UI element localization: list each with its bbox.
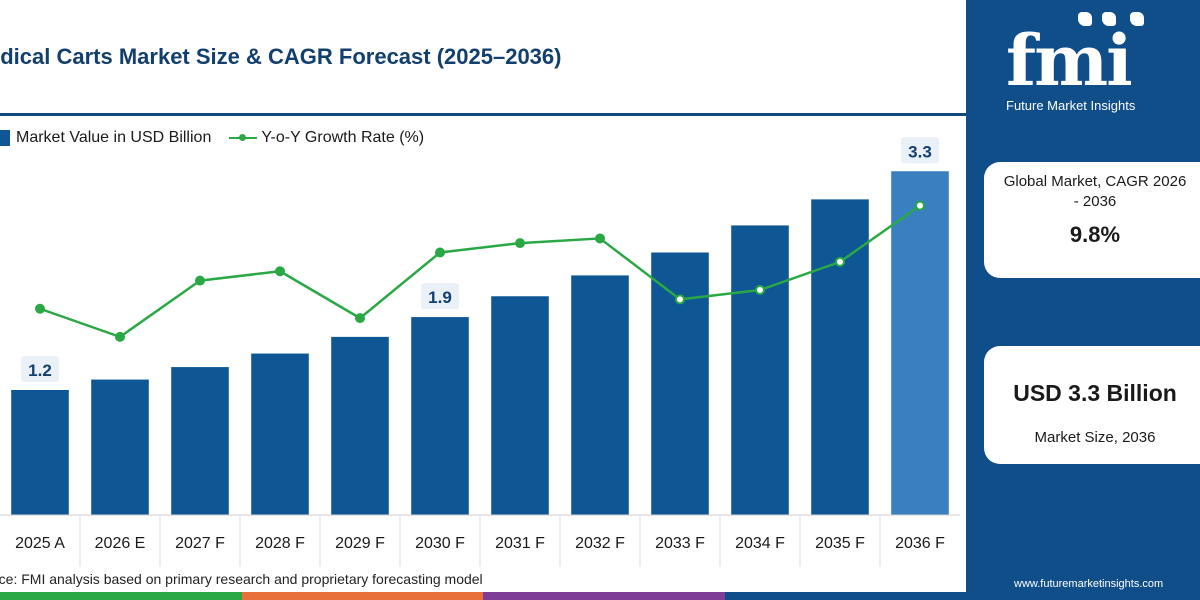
- data-label: 1.9: [428, 288, 452, 307]
- x-tick-label: 2035 F: [815, 535, 865, 552]
- x-tick-label: 2032 F: [575, 535, 625, 552]
- market-size-card: USD 3.3 Billion Market Size, 2036: [984, 346, 1200, 464]
- growth-rate-point: [35, 303, 45, 314]
- bar: [91, 379, 149, 515]
- x-tick-label: 2033 F: [655, 535, 705, 552]
- cagr-card: Global Market, CAGR 2026 - 2036 9.8%: [984, 162, 1200, 278]
- fmi-logo: fmi Future Market Insights: [1006, 8, 1156, 113]
- bar: [651, 252, 709, 515]
- x-tick-label: 2025 A: [15, 535, 65, 552]
- growth-rate-point: [195, 275, 205, 286]
- data-label: 1.2: [28, 361, 52, 380]
- bar-line-chart: 2025 A 2026 E 2027 F 2028 F 2029 F 2030 F 2031…: [0, 137, 960, 567]
- x-tick-label: 2029 F: [335, 535, 385, 552]
- chart-title: edical Carts Market Size & CAGR Forecast…: [0, 44, 562, 69]
- strip-segment-orange: [241, 592, 483, 600]
- bar: [11, 390, 69, 515]
- growth-rate-point: [675, 294, 685, 305]
- bottom-color-strip: [0, 592, 966, 600]
- bar: [491, 296, 549, 515]
- x-tick-label: 2036 F: [895, 535, 945, 552]
- legend-line-swatch: [229, 131, 258, 145]
- logo-map-icon: [1078, 12, 1092, 26]
- legend-bar-swatch: [0, 130, 10, 146]
- logo-subtitle: Future Market Insights: [1006, 98, 1136, 113]
- bar: [411, 317, 469, 515]
- x-tick-label: 2031 F: [495, 535, 545, 552]
- chart-area: edical Carts Market Size & CAGR Forecast…: [0, 44, 966, 600]
- x-tick-label: 2026 E: [95, 535, 146, 552]
- logo-wordmark: fmi: [1006, 19, 1133, 102]
- title-divider: [0, 113, 966, 116]
- data-label-box: [901, 137, 939, 164]
- strip-segment-green: [0, 592, 242, 600]
- strip-segment-blue: [724, 592, 966, 600]
- growth-rate-point: [515, 238, 525, 249]
- bar: [731, 225, 789, 515]
- source-note: rce: FMI analysis based on primary resea…: [0, 571, 483, 587]
- bar: [331, 336, 389, 515]
- growth-rate-point: [755, 285, 765, 295]
- x-tick-label: 2028 F: [255, 535, 305, 552]
- x-tick-label: 2034 F: [735, 535, 785, 552]
- logo-map-icon: [1130, 12, 1144, 26]
- bar: [171, 367, 229, 515]
- logo-map-icon: [1102, 12, 1116, 26]
- market-size-label: Market Size, 2036: [1034, 429, 1156, 446]
- data-label-box: [21, 356, 59, 382]
- growth-rate-point: [115, 331, 125, 342]
- summary-panel: fmi Future Market Insights Global Market…: [966, 0, 1200, 600]
- x-tick-label: 2027 F: [175, 535, 225, 552]
- market-size-value: USD 3.3 Billion: [1013, 380, 1177, 406]
- legend-bar-label: Market Value in USD Billion: [16, 129, 212, 146]
- data-label-box: [421, 283, 459, 310]
- growth-rate-line: [39, 204, 921, 339]
- growth-rate-point: [435, 247, 445, 258]
- growth-rate-point: [915, 200, 925, 211]
- legend: Market Value in USD Billion Y-o-Y Growth…: [0, 128, 424, 148]
- bar: [251, 353, 309, 515]
- growth-rate-point: [835, 256, 845, 267]
- bar: [811, 199, 869, 515]
- bar: [891, 171, 949, 515]
- growth-rate-point: [355, 313, 365, 324]
- data-label: 3.3: [908, 142, 932, 161]
- bar: [571, 275, 629, 515]
- growth-rate-point: [275, 266, 285, 277]
- legend-line-label: Y-o-Y Growth Rate (%): [261, 129, 425, 146]
- growth-rate-point: [595, 233, 605, 244]
- cagr-label: Global Market, CAGR 2026 - 2036: [1003, 173, 1187, 210]
- x-tick-label: 2030 F: [415, 535, 465, 552]
- website-url: www.futuremarketinsights.com: [1014, 578, 1164, 590]
- strip-segment-purple: [483, 592, 725, 600]
- cagr-value: 9.8%: [1069, 222, 1121, 247]
